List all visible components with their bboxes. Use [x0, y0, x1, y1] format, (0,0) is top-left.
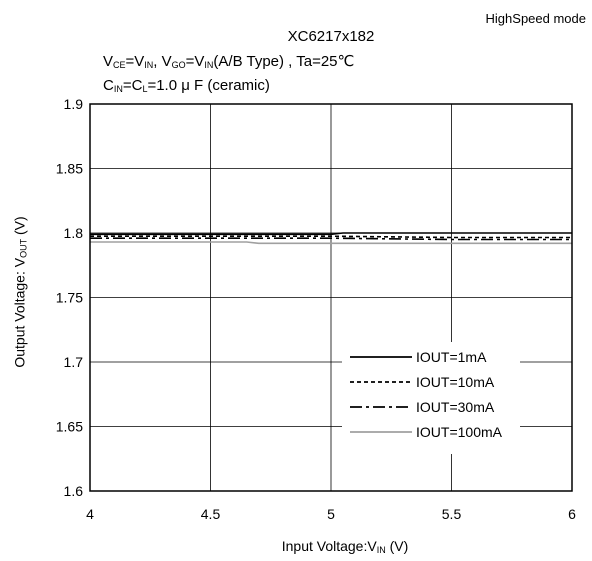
- plot-frame: [89, 103, 573, 492]
- y-tick-label: 1.75: [56, 290, 83, 306]
- legend-label: IOUT=30mA: [416, 399, 495, 415]
- cond2-part: C: [103, 77, 114, 94]
- cond1-part: (A/B Type) , Ta=25℃: [213, 53, 355, 70]
- cond2-sub: IN: [113, 84, 123, 94]
- xlabel-part: Input Voltage:V: [281, 538, 377, 554]
- legend: IOUT=1mA IOUT=10mA IOUT=30mA IOUT=100mA: [342, 342, 520, 454]
- y-tick-label: 1.9: [64, 96, 84, 112]
- x-axis-label: Input Voltage:VIN (V): [282, 538, 409, 555]
- chart-subtitle-conditions: VCE=VIN, VGO=VIN(A/B Type) , Ta=25℃: [103, 52, 354, 70]
- legend-background: [342, 342, 520, 454]
- y-tick-label: 1.85: [56, 161, 83, 177]
- cond1-part: V: [103, 53, 114, 70]
- x-tick-label: 5.5: [442, 506, 462, 522]
- x-tick-label: 4.5: [201, 506, 221, 522]
- xlabel-part: (V): [385, 538, 409, 554]
- legend-label: IOUT=100mA: [416, 424, 503, 440]
- cond1-part: , V: [153, 53, 172, 70]
- tick-labels: 1.6 1.65 1.7 1.75 1.8 1.85 1.9 4 4.5 5 5.5 6: [56, 96, 576, 522]
- cond1-sub: CE: [113, 60, 126, 70]
- series-line-iout-10ma: [90, 235, 572, 239]
- series-lines: [90, 232, 572, 245]
- cond1-sub: GO: [171, 60, 186, 70]
- cond1-sub: IN: [144, 60, 154, 70]
- cond2-part: =C: [122, 77, 143, 94]
- mode-label: HighSpeed mode: [485, 11, 586, 26]
- legend-label: IOUT=1mA: [416, 349, 487, 365]
- series-line-iout-100ma: [90, 241, 572, 245]
- legend-label: IOUT=10mA: [416, 374, 495, 390]
- chart-title: XC6217x182: [287, 28, 375, 45]
- chart-subtitle-capacitors: CIN=CL=1.0 μ F (ceramic): [103, 77, 270, 94]
- series-line-iout-30ma: [90, 237, 572, 241]
- y-tick-label: 1.8: [64, 225, 84, 241]
- x-tick-label: 5: [327, 506, 335, 522]
- cond1-part: =V: [185, 53, 205, 70]
- x-tick-label: 6: [568, 506, 576, 522]
- y-tick-label: 1.65: [56, 419, 83, 435]
- x-tick-label: 4: [86, 506, 94, 522]
- cond1-part: =V: [125, 53, 145, 70]
- series-line-iout-1ma: [90, 232, 572, 236]
- xlabel-sub: IN: [376, 545, 386, 555]
- cond2-sub: L: [142, 84, 148, 94]
- y-tick-label: 1.7: [64, 354, 84, 370]
- cond1-sub: IN: [204, 60, 214, 70]
- y-tick-label: 1.6: [64, 483, 84, 499]
- cond2-part: =1.0 μ F (ceramic): [147, 77, 270, 94]
